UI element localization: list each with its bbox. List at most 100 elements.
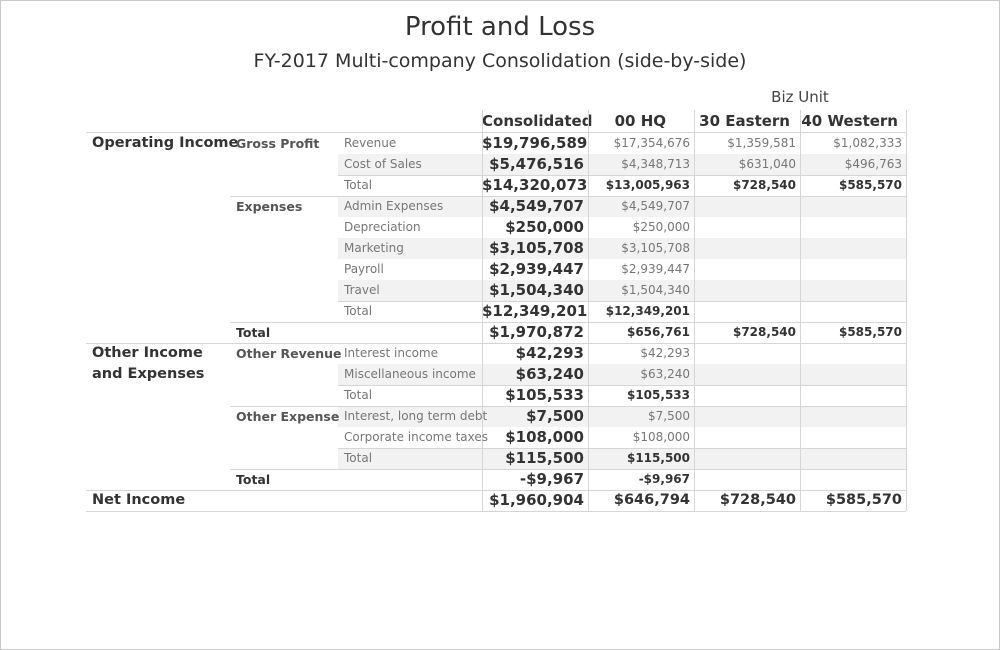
group-rule <box>86 343 906 344</box>
column-header-eastern[interactable]: 30 Eastern <box>699 112 790 130</box>
value-cell: $250,000 <box>505 218 584 236</box>
group-header-operating-income: Operating Income <box>92 135 239 151</box>
value-cell: $108,000 <box>632 430 690 444</box>
value-cell: $115,500 <box>505 449 584 467</box>
row-label: Interest, long term debt <box>344 409 488 423</box>
subgroup-operating-total: Total <box>236 325 271 340</box>
value-cell: $7,500 <box>648 409 690 423</box>
subtotal-rule <box>338 448 906 449</box>
section-rule <box>230 406 906 407</box>
section-rule <box>230 196 906 197</box>
subtotal-rule <box>338 301 906 302</box>
row-label: Miscellaneous income <box>344 367 476 381</box>
value-cell: $12,349,201 <box>605 304 690 318</box>
value-cell: $4,348,713 <box>621 157 690 171</box>
value-cell: $19,796,589 <box>482 134 588 152</box>
row-label: Interest income <box>344 346 439 360</box>
value-cell: $656,761 <box>626 325 690 339</box>
value-cell: $17,354,676 <box>613 136 690 150</box>
value-cell: -$9,967 <box>638 472 690 486</box>
subgroup-expenses: Expenses <box>236 199 303 214</box>
table-bottom-rule <box>86 511 906 512</box>
value-cell: $63,240 <box>640 367 690 381</box>
row-band <box>338 448 906 469</box>
value-cell: -$9,967 <box>519 470 584 488</box>
value-cell: $728,540 <box>732 325 796 339</box>
value-cell: $250,000 <box>632 220 690 234</box>
value-cell: $496,763 <box>844 157 902 171</box>
column-divider <box>906 110 907 511</box>
value-cell: $3,105,708 <box>621 241 690 255</box>
row-label: Total <box>344 178 373 192</box>
value-cell: $631,040 <box>738 157 796 171</box>
column-divider <box>482 110 483 511</box>
value-cell: $115,500 <box>626 451 690 465</box>
value-cell: $585,570 <box>825 492 902 508</box>
value-cell: $63,240 <box>515 365 584 383</box>
value-cell: $1,970,872 <box>489 323 584 341</box>
value-cell: $585,570 <box>838 325 902 339</box>
section-rule <box>230 322 906 323</box>
column-header-consolidated[interactable]: Consolidated <box>482 112 593 130</box>
row-label: Depreciation <box>344 220 421 234</box>
row-band <box>338 154 906 175</box>
column-header-western[interactable]: 40 Western <box>801 112 898 130</box>
value-cell: $1,504,340 <box>621 283 690 297</box>
group-header-other-income-expenses: Other Income and Expenses <box>92 345 205 382</box>
row-label: Travel <box>344 283 380 297</box>
value-cell: $108,000 <box>505 428 584 446</box>
value-cell: $105,533 <box>626 388 690 402</box>
column-group-label: Biz Unit <box>771 88 829 106</box>
value-cell: $4,549,707 <box>621 199 690 213</box>
value-cell: $646,794 <box>613 492 690 508</box>
value-cell: $42,293 <box>515 344 584 362</box>
row-band <box>338 280 906 301</box>
value-cell: $2,939,447 <box>489 260 584 278</box>
subgroup-other-revenue: Other Revenue <box>236 346 342 361</box>
row-band <box>338 238 906 259</box>
page-subtitle: FY-2017 Multi-company Consolidation (sid… <box>253 50 747 72</box>
value-cell: $5,476,516 <box>489 155 584 173</box>
column-divider <box>800 110 801 511</box>
page-title: Profit and Loss <box>404 12 596 42</box>
subgroup-other-total: Total <box>236 472 271 487</box>
row-label: Total <box>344 451 373 465</box>
row-label: Payroll <box>344 262 384 276</box>
column-divider <box>588 110 589 511</box>
value-cell: $105,533 <box>505 386 584 404</box>
value-cell: $42,293 <box>640 346 690 360</box>
subtotal-rule <box>338 175 906 176</box>
value-cell: $12,349,201 <box>482 302 588 320</box>
value-cell: $728,540 <box>719 492 796 508</box>
value-cell: $1,359,581 <box>727 136 796 150</box>
value-cell: $728,540 <box>732 178 796 192</box>
value-cell: $1,960,904 <box>489 491 584 509</box>
row-band <box>338 364 906 385</box>
row-label: Cost of Sales <box>344 157 422 171</box>
group-rule <box>86 490 906 491</box>
value-cell: $2,939,447 <box>621 262 690 276</box>
section-rule <box>230 469 906 470</box>
value-cell: $1,082,333 <box>833 136 902 150</box>
subtotal-rule <box>338 385 906 386</box>
value-cell: $7,500 <box>526 407 584 425</box>
subgroup-other-expense: Other Expense <box>236 409 340 424</box>
column-header-hq[interactable]: 00 HQ <box>614 112 666 130</box>
value-cell: $13,005,963 <box>605 178 690 192</box>
value-cell: $1,504,340 <box>489 281 584 299</box>
value-cell: $14,320,073 <box>482 176 588 194</box>
row-band <box>338 406 906 427</box>
value-cell: $3,105,708 <box>489 239 584 257</box>
group-header-net-income: Net Income <box>92 492 186 508</box>
value-cell: $585,570 <box>838 178 902 192</box>
row-label: Total <box>344 304 373 318</box>
row-band <box>338 196 906 217</box>
row-label: Corporate income taxes <box>344 430 488 444</box>
row-label: Marketing <box>344 241 404 255</box>
header-rule <box>86 132 906 133</box>
value-cell: $4,549,707 <box>489 197 584 215</box>
column-divider <box>694 110 695 511</box>
row-label: Revenue <box>344 136 397 150</box>
row-label: Admin Expenses <box>344 199 444 213</box>
row-label: Total <box>344 388 373 402</box>
